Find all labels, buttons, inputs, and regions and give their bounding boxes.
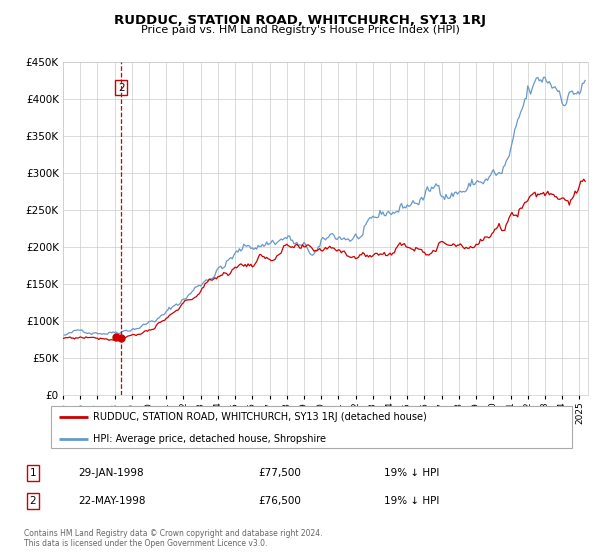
Text: RUDDUC, STATION ROAD, WHITCHURCH, SY13 1RJ: RUDDUC, STATION ROAD, WHITCHURCH, SY13 1…	[114, 14, 486, 27]
Text: This data is licensed under the Open Government Licence v3.0.: This data is licensed under the Open Gov…	[24, 539, 268, 548]
Text: £76,500: £76,500	[258, 496, 301, 506]
Text: 22-MAY-1998: 22-MAY-1998	[78, 496, 146, 506]
Text: 1: 1	[29, 468, 37, 478]
Text: 19% ↓ HPI: 19% ↓ HPI	[384, 496, 439, 506]
Text: 19% ↓ HPI: 19% ↓ HPI	[384, 468, 439, 478]
Text: 2: 2	[118, 82, 125, 92]
Text: 29-JAN-1998: 29-JAN-1998	[78, 468, 143, 478]
Text: Contains HM Land Registry data © Crown copyright and database right 2024.: Contains HM Land Registry data © Crown c…	[24, 529, 323, 538]
Text: RUDDUC, STATION ROAD, WHITCHURCH, SY13 1RJ (detached house): RUDDUC, STATION ROAD, WHITCHURCH, SY13 1…	[93, 412, 427, 422]
FancyBboxPatch shape	[50, 405, 572, 449]
Text: Price paid vs. HM Land Registry's House Price Index (HPI): Price paid vs. HM Land Registry's House …	[140, 25, 460, 35]
Text: 2: 2	[29, 496, 37, 506]
Text: HPI: Average price, detached house, Shropshire: HPI: Average price, detached house, Shro…	[93, 434, 326, 444]
Text: £77,500: £77,500	[258, 468, 301, 478]
